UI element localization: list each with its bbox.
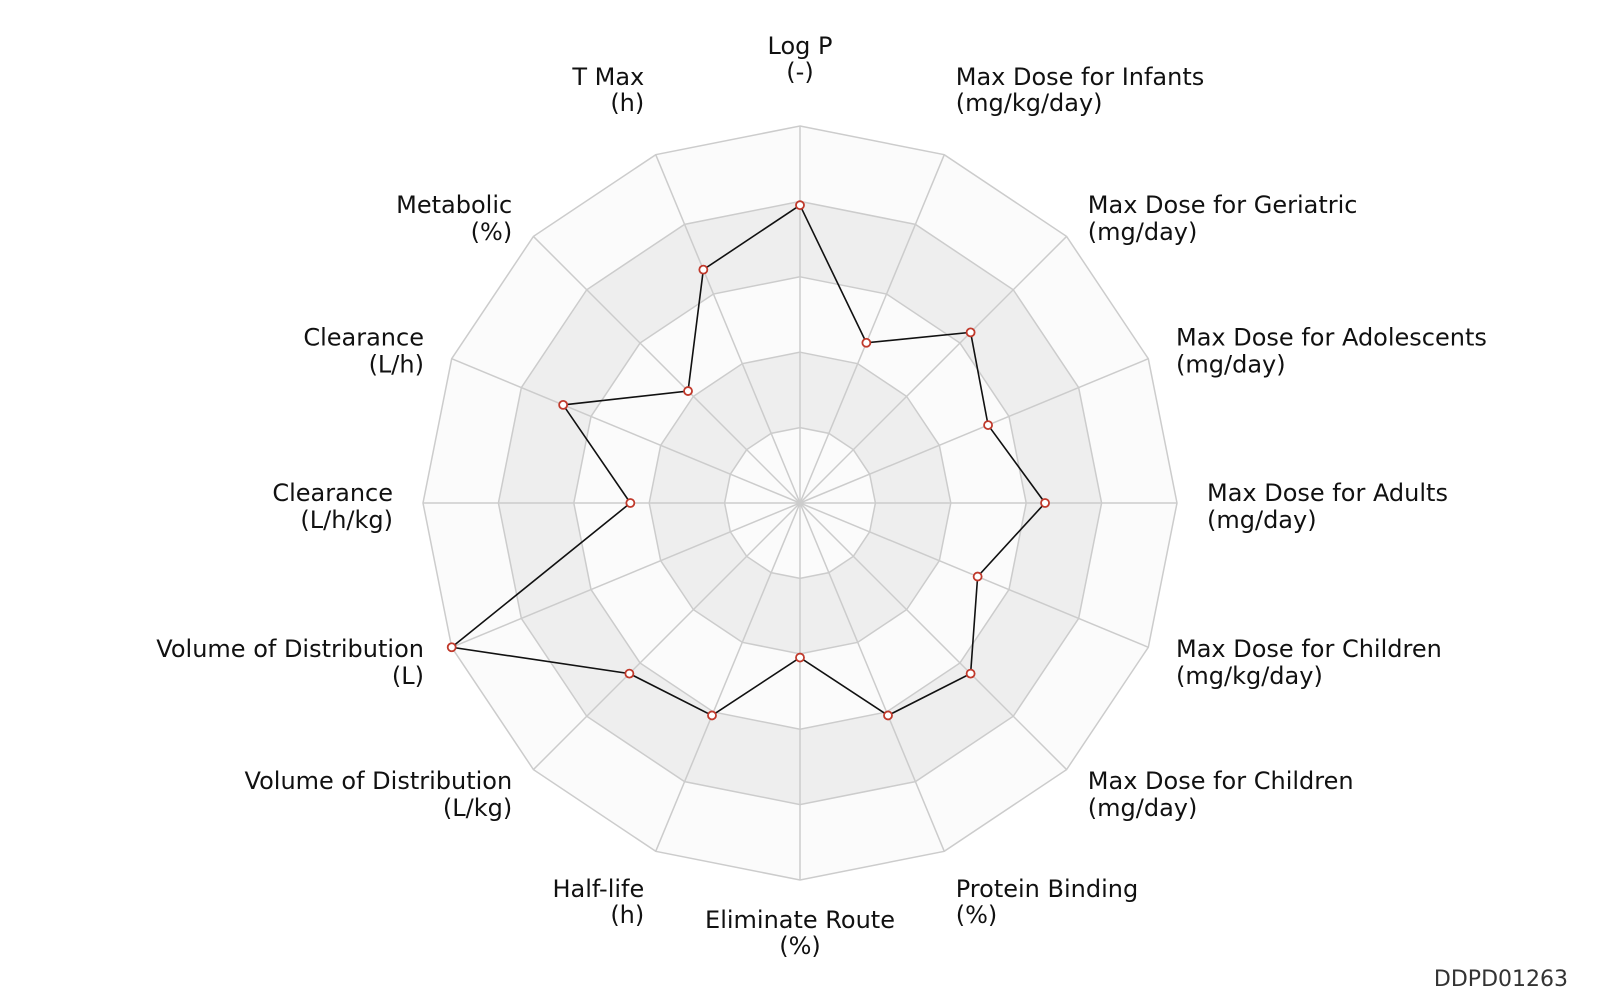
radar-point-14 [683,386,693,396]
axis-label-group-9: Half-life(h) [552,875,644,929]
axis-label: T Max [571,63,644,91]
chart-identifier: DDPD01263 [1433,967,1568,992]
radar-point-1 [861,337,872,348]
axis-unit: (%) [956,901,998,929]
radar-point-6 [965,668,976,679]
radar-point-2 [965,327,976,338]
axis-label-group-5: Max Dose for Children(mg/kg/day) [1176,635,1442,690]
axis-label-group-0: Log P(-) [768,32,833,86]
axis-unit: (L/h/kg) [300,506,393,534]
axis-label: Max Dose for Geriatric [1088,191,1358,219]
axis-label: Max Dose for Infants [956,63,1205,91]
axis-label-group-8: Eliminate Route(%) [705,906,895,960]
axis-unit: (h) [610,901,644,929]
axis-label-group-15: T Max(h) [571,63,644,117]
radar-spoke-2 [799,235,1068,504]
radar-point-8 [795,652,805,663]
axis-label: Clearance [303,323,424,351]
radar-point-3 [983,420,993,430]
axis-label: Volume of Distribution [156,635,424,663]
axis-label-group-7: Protein Binding(%) [956,875,1138,929]
axis-label-group-11: Volume of Distribution(L) [156,635,424,690]
radar-point-13 [558,399,569,410]
axis-label: Max Dose for Adolescents [1176,323,1487,351]
radar-point-5 [972,571,983,582]
radar-spoke-14 [532,235,801,504]
axis-label-group-12: Clearance(L/h/kg) [272,479,393,534]
radar-spoke-13 [451,358,801,504]
axis-unit: (%) [779,932,821,960]
axis-label: Clearance [272,479,393,507]
axis-label: Volume of Distribution [245,767,513,795]
radar-point-0 [795,200,805,211]
radar-spoke-1 [799,154,945,504]
axis-label: Eliminate Route [705,906,895,934]
axis-unit: (L) [392,662,424,690]
radar-spoke-11 [451,502,801,648]
axis-label-group-1: Max Dose for Infants(mg/kg/day) [956,63,1205,117]
radar-point-15 [698,264,709,275]
radar-point-9 [707,710,717,721]
radar-axis-labels: Log P(-) Max Dose for Infants(mg/kg/day)M… [156,32,1487,960]
radar-spoke-7 [799,502,945,852]
axis-unit: (mg/kg/day) [956,89,1103,117]
axis-label: Max Dose for Adults [1207,479,1448,507]
axis-label-group-13: Clearance(L/h) [303,323,424,378]
axis-unit: (L/kg) [443,794,512,822]
axis-unit: (mg/day) [1088,218,1198,246]
radar-point-7 [883,710,893,721]
radar-spoke-9 [655,502,801,852]
axis-unit: (L/h) [369,350,424,378]
radar-spoke-10 [532,502,801,771]
radar-point-10 [624,668,635,679]
axis-label-group-10: Volume of Distribution(L/kg) [245,767,513,822]
radar-points [446,200,1050,721]
radar-point-11 [446,642,457,653]
axis-label: Max Dose for Children [1088,767,1354,795]
axis-unit: (-) [786,58,813,86]
axis-label-group-14: Metabolic(%) [396,191,512,246]
axis-label-group-3: Max Dose for Adolescents(mg/day) [1176,323,1487,378]
axis-label: Metabolic [396,191,512,219]
radar-spoke-6 [799,502,1068,771]
axis-label-group-2: Max Dose for Geriatric(mg/day) [1088,191,1358,246]
axis-unit: (mg/kg/day) [1176,662,1323,690]
axis-unit: (mg/day) [1088,794,1198,822]
radar-spokes [423,126,1177,880]
axis-label: Half-life [552,875,644,903]
axis-label-group-6: Max Dose for Children(mg/day) [1088,767,1354,822]
radar-point-12 [625,498,636,508]
axis-unit: (%) [471,218,513,246]
axis-unit: (mg/day) [1207,506,1317,534]
radar-point-4 [1040,498,1050,508]
axis-label: Max Dose for Children [1176,635,1442,663]
axis-label-group-4: Max Dose for Adults(mg/day) [1207,479,1448,534]
radar-spoke-15 [655,154,801,504]
axis-unit: (h) [610,89,644,117]
radar-spoke-3 [799,358,1149,504]
axis-label: Log P [768,32,833,60]
axis-unit: (mg/day) [1176,350,1286,378]
axis-label: Protein Binding [956,875,1138,903]
